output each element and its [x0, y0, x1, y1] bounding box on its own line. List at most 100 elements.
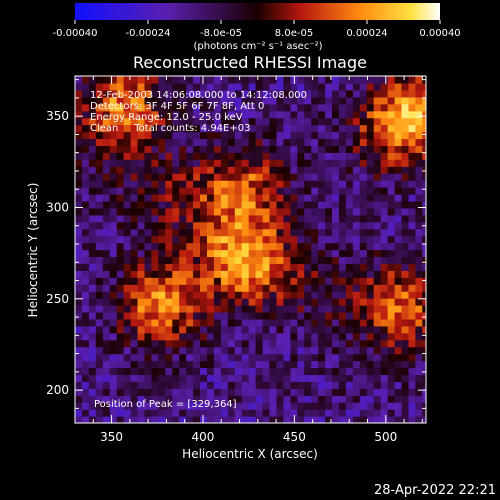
heatmap-cell	[332, 194, 340, 202]
heatmap-cell	[255, 402, 264, 410]
heatmap-cell	[109, 152, 118, 160]
heatmap-cell	[332, 228, 340, 237]
heatmap-cell	[401, 76, 410, 84]
heatmap-cell	[213, 325, 222, 334]
heatmap-cell	[387, 89, 396, 98]
heatmap-cell	[325, 318, 333, 327]
heatmap-cell	[345, 89, 354, 98]
heatmap-cell	[304, 284, 312, 292]
heatmap-cell	[137, 367, 146, 376]
heatmap-cell	[95, 82, 104, 91]
heatmap-cell	[116, 242, 125, 251]
heatmap-cell	[200, 228, 208, 237]
heatmap-cell	[345, 409, 354, 417]
heatmap-cell	[213, 214, 222, 223]
heatmap-cell	[172, 318, 180, 327]
heatmap-cell	[408, 270, 417, 278]
heatmap-cell	[332, 256, 340, 264]
heatmap-cell	[262, 96, 271, 105]
heatmap-cell	[262, 138, 271, 147]
heatmap-cell	[339, 395, 347, 403]
heatmap-cell	[137, 145, 146, 153]
heatmap-cell	[276, 332, 285, 341]
heatmap-cell	[213, 339, 222, 348]
heatmap-cell	[359, 173, 368, 181]
heatmap-cell	[144, 312, 153, 320]
heatmap-cell	[269, 173, 278, 181]
heatmap-cell	[241, 270, 250, 278]
heatmap-cell	[88, 291, 97, 299]
heatmap-cell	[241, 138, 250, 147]
heatmap-cell	[123, 298, 132, 306]
heatmap-cell	[172, 395, 180, 403]
heatmap-cell	[207, 228, 215, 237]
heatmap-cell	[325, 214, 333, 223]
heatmap-cell	[102, 180, 111, 188]
heatmap-cell	[255, 159, 264, 167]
heatmap-cell	[325, 152, 333, 160]
heatmap-cell	[318, 395, 326, 403]
heatmap-cell	[248, 110, 257, 119]
heatmap-cell	[81, 388, 90, 396]
heatmap-cell	[227, 305, 236, 313]
heatmap-cell	[311, 82, 319, 91]
heatmap-cell	[158, 388, 166, 396]
heatmap-cell	[200, 256, 208, 264]
heatmap-cell	[283, 235, 291, 244]
heatmap-cell	[366, 235, 375, 244]
heatmap-cell	[213, 381, 222, 389]
heatmap-cell	[158, 180, 166, 188]
heatmap-cell	[255, 145, 264, 153]
heatmap-cell	[415, 166, 423, 174]
heatmap-cell	[81, 249, 90, 258]
heatmap-cell	[255, 180, 264, 188]
heatmap-cell	[276, 402, 285, 410]
heatmap-cell	[359, 312, 368, 320]
heatmap-cell	[165, 124, 173, 133]
heatmap-cell	[158, 339, 166, 348]
heatmap-cell	[151, 263, 159, 271]
heatmap-cell	[297, 416, 305, 423]
heatmap-cell	[116, 318, 125, 327]
heatmap-cell	[81, 131, 90, 140]
heatmap-cell	[95, 235, 104, 244]
heatmap-cell	[234, 194, 243, 202]
heatmap-cell	[109, 332, 118, 341]
heatmap-cell	[109, 374, 118, 382]
heatmap-cell	[95, 381, 104, 389]
heatmap-cell	[380, 124, 389, 133]
heatmap-cell	[311, 207, 319, 216]
heatmap-cell	[352, 235, 361, 244]
heatmap-cell	[401, 409, 410, 417]
heatmap-cell	[95, 187, 104, 195]
heatmap-cell	[304, 353, 312, 362]
heatmap-cell	[75, 263, 83, 271]
heatmap-cell	[345, 96, 354, 105]
heatmap-cell	[262, 124, 271, 133]
heatmap-cell	[304, 221, 312, 230]
heatmap-cell	[290, 207, 298, 216]
heatmap-cell	[276, 82, 285, 91]
heatmap-cell	[394, 409, 403, 417]
heatmap-cell	[297, 76, 305, 84]
heatmap-cell	[318, 312, 326, 320]
heatmap-cell	[75, 180, 83, 188]
heatmap-cell	[75, 207, 83, 216]
heatmap-cell	[227, 242, 236, 251]
heatmap-cell	[262, 173, 271, 181]
heatmap-cell	[102, 277, 111, 285]
heatmap-cell	[422, 416, 426, 423]
heatmap-cell	[200, 277, 208, 285]
heatmap-cell	[255, 381, 264, 389]
heatmap-cell	[255, 131, 264, 140]
heatmap-cell	[401, 166, 410, 174]
heatmap-cell	[325, 409, 333, 417]
heatmap-cell	[227, 103, 236, 112]
heatmap-cell	[81, 159, 90, 167]
heatmap-cell	[262, 270, 271, 278]
heatmap-cell	[339, 207, 347, 216]
heatmap-cell	[359, 256, 368, 264]
heatmap-cell	[248, 416, 257, 423]
heatmap-cell	[137, 200, 146, 209]
heatmap-cell	[158, 242, 166, 251]
